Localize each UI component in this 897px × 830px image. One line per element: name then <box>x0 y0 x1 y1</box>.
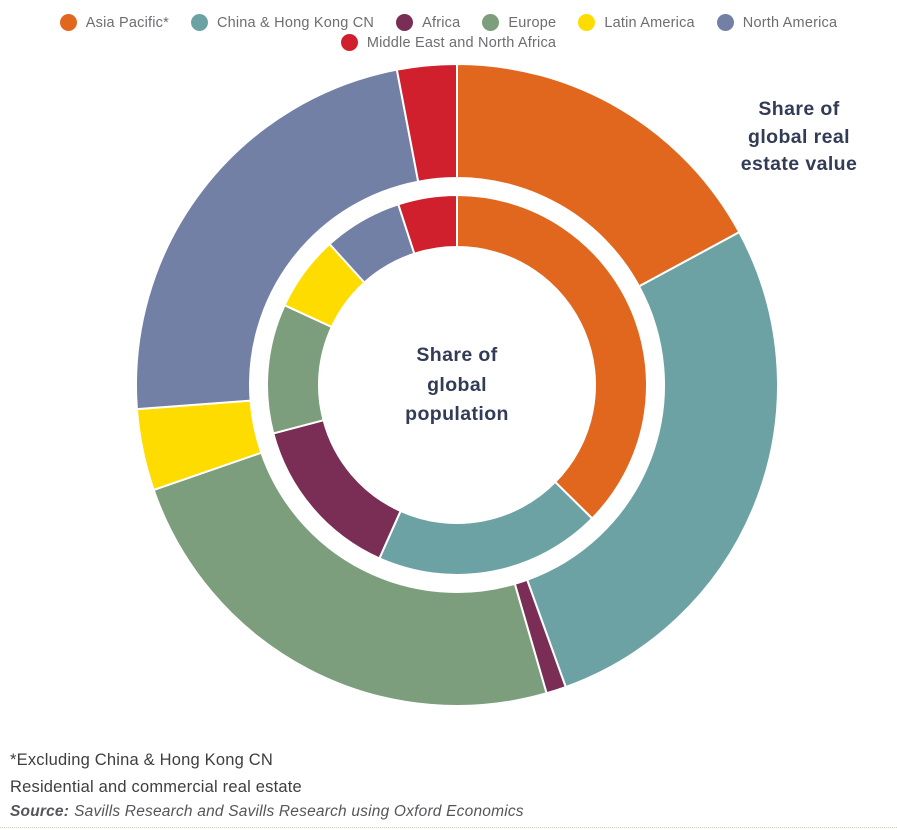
inner-ring-segment-middle-east-and-north-africa <box>397 194 458 255</box>
legend-dot-middle-east-north-africa <box>340 34 358 51</box>
legend-label: China & Hong Kong CN <box>216 14 375 31</box>
outer-ring-title-line: estate value <box>740 153 858 175</box>
source-prefix: Source: <box>10 803 70 820</box>
inner-ring-title-line: Share of <box>416 344 498 366</box>
legend-item-north-america: North America <box>716 14 838 31</box>
legend-item-china-hong-kong: China & Hong Kong CN <box>190 14 375 31</box>
outer-ring-title-line: global real <box>748 125 850 148</box>
inner-ring-segment-asia-pacific <box>456 194 648 520</box>
inner-ring-title-line: global <box>427 373 487 396</box>
outer-ring-segment-china-hong-kong-cn <box>526 231 779 689</box>
legend-item-middle-east-north-africa: Middle East and North Africa <box>340 34 557 51</box>
legend-label: North America <box>742 14 838 31</box>
legend-item-asia-pacific: Asia Pacific* <box>59 14 169 31</box>
outer-ring-segment-asia-pacific <box>456 63 741 288</box>
chart-footnotes: *Excluding China & Hong Kong CN Resident… <box>10 747 302 800</box>
inner-ring-title: Share of global population <box>357 341 557 430</box>
footnote-scope: Residential and commercial real estate <box>10 777 302 796</box>
outer-ring-segment-middle-east-and-north-africa <box>395 63 458 183</box>
legend-dot-latin-america <box>578 14 596 31</box>
source-text: Savills Research and Savills Research us… <box>74 803 524 820</box>
legend-dot-africa <box>396 14 414 31</box>
chart-legend: Asia Pacific* China & Hong Kong CN Afric… <box>0 14 897 51</box>
legend-label: Asia Pacific* <box>85 14 169 31</box>
legend-label: Latin America <box>604 14 695 31</box>
footnote-excluding: *Excluding China & Hong Kong CN <box>10 751 274 769</box>
page-edge-divider <box>0 827 897 828</box>
legend-row-2: Middle East and North Africa <box>340 34 557 51</box>
legend-label: Europe <box>508 14 557 31</box>
outer-ring-title: Share of global real estate value <box>716 96 882 179</box>
legend-dot-china-hong-kong <box>190 14 208 31</box>
source-attribution: Source: Savills Research and Savills Rese… <box>10 803 524 821</box>
legend-dot-north-america <box>716 14 734 31</box>
legend-label: Middle East and North Africa <box>366 34 557 51</box>
outer-ring-title-line: Share of <box>758 98 840 120</box>
legend-item-africa: Africa <box>396 14 460 31</box>
outer-ring-segment-north-america <box>135 68 420 411</box>
legend-row-1: Asia Pacific* China & Hong Kong CN Afric… <box>59 14 838 31</box>
outer-ring-segment-europe <box>152 451 548 707</box>
inner-ring-segment-china-hong-kong-cn <box>378 480 594 576</box>
legend-dot-asia-pacific <box>59 14 77 31</box>
legend-item-europe: Europe <box>482 14 556 31</box>
inner-ring-segment-europe <box>266 304 333 435</box>
legend-dot-europe <box>482 14 500 31</box>
inner-ring-title-line: population <box>405 403 509 425</box>
legend-item-latin-america: Latin America <box>578 14 695 31</box>
legend-label: Africa <box>422 14 461 31</box>
